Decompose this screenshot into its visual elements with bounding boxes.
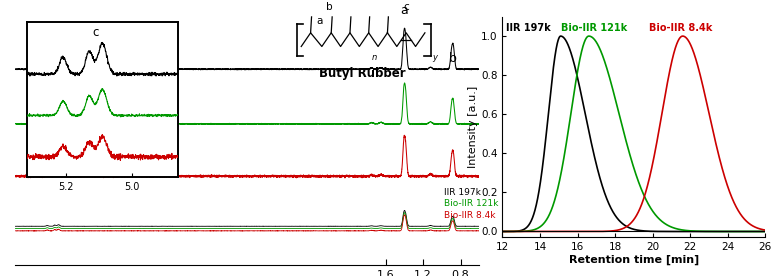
Text: a: a [317,16,323,26]
Text: y: y [432,53,437,62]
Text: c: c [93,26,99,39]
X-axis label: Retention time [min]: Retention time [min] [569,255,699,265]
Text: Bio-IIR 8.4k: Bio-IIR 8.4k [444,211,495,220]
Text: b: b [326,2,332,12]
Text: b: b [449,52,457,65]
Text: IIR 197k: IIR 197k [444,188,481,197]
Text: Bio-IIR 121k: Bio-IIR 121k [444,200,498,208]
Text: IIR 197k: IIR 197k [506,23,551,33]
Y-axis label: Intensity [a.u.]: Intensity [a.u.] [468,86,478,168]
Text: c: c [404,2,409,12]
Text: Bio-IIR 8.4k: Bio-IIR 8.4k [649,23,712,33]
Text: n: n [372,53,377,62]
Text: Butyl Rubber: Butyl Rubber [318,67,406,80]
Text: a: a [400,4,408,17]
Text: Bio-IIR 121k: Bio-IIR 121k [560,23,627,33]
